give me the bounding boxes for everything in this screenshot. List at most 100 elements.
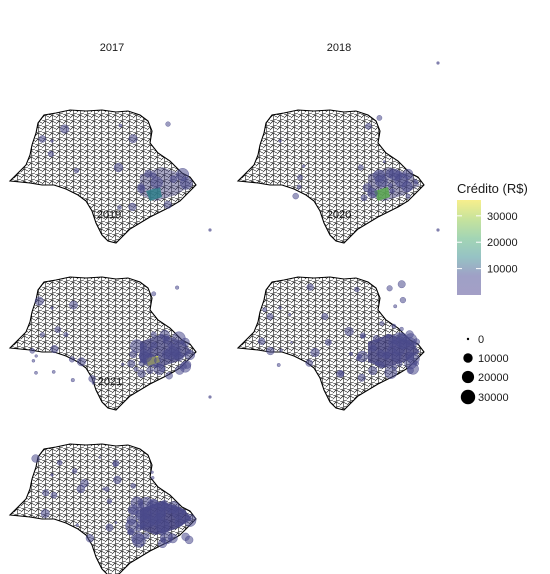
credit-bubble [338,370,345,377]
color-scale-label: 10000 [487,264,518,276]
map-panel-2017: 2017 [9,42,197,244]
credit-bubble [182,360,192,369]
credit-bubble [38,135,47,143]
size-legend-circle [463,353,473,363]
credit-bubble [129,350,138,359]
credit-bubble [180,176,193,190]
credit-bubble [113,475,122,485]
credit-bubble [113,162,124,173]
credit-bubble [436,228,440,232]
map-panel-2020: 2020 [237,209,440,411]
size-legend-label: 0 [478,334,484,346]
credit-bubble [402,168,414,180]
credit-bubble [155,510,166,521]
credit-bubble [39,332,45,338]
credit-bubble [208,395,212,399]
state-outline [237,61,440,244]
credit-bubble [29,348,36,354]
credit-bubble [393,304,398,309]
credit-bubble [69,300,78,310]
credit-bubble [397,361,403,367]
credit-bubble [34,296,44,306]
credit-bubble [377,361,385,369]
credit-bubble [174,517,185,527]
credit-bubble [266,313,274,320]
credit-bubble [144,169,153,178]
credit-bubble [138,502,144,509]
credit-bubble [262,307,268,313]
size-legend-circle [460,389,476,405]
high-credit-area [146,187,162,201]
credit-bubble [150,331,157,338]
state-outline [237,228,440,411]
credit-bubble [63,332,69,338]
color-scale-label: 30000 [487,211,518,223]
credit-bubble [344,326,354,337]
credit-bubble [139,350,150,361]
credit-bubble [405,193,411,199]
credit-bubble [357,373,366,382]
map-panel-2018: 2018 [237,42,440,244]
credit-bubble [174,365,185,375]
credit-bubble [68,356,76,363]
credit-bubble [169,175,178,183]
credit-bubble [373,169,386,182]
credit-bubble [360,194,368,202]
credit-bubble [397,280,406,289]
credit-bubble [365,122,372,130]
credit-bubble [127,359,136,368]
credit-bubble [40,509,50,518]
credit-bubble [56,459,63,466]
credit-bubble [150,470,154,474]
credit-bubble [310,347,320,358]
credit-bubble [154,357,161,364]
map-panel-2021: 2021 [9,376,212,574]
credit-bubble [42,489,50,497]
credit-bubble [436,61,440,65]
credit-bubble [296,184,302,190]
size-legend-label: 10000 [478,353,509,365]
credit-bubble [159,531,174,545]
credit-bubble [369,344,377,352]
credit-bubble [139,343,148,351]
credit-bubble [382,351,391,360]
credit-bubble [104,486,110,492]
credit-bubble [76,484,85,494]
panel-title: 2021 [98,376,122,388]
credit-bubble [389,188,395,194]
credit-bubble [385,333,391,339]
credit-bubble [278,139,282,143]
credit-bubble [47,150,54,157]
credit-bubble [143,515,155,528]
credit-bubble [73,167,80,174]
credit-bubble [184,349,196,361]
credit-bubble [180,337,190,347]
credit-bubble [112,459,120,467]
credit-bubble [356,350,369,363]
credit-bubble [297,174,303,181]
credit-bubble [127,529,134,536]
credit-bubble [121,362,125,366]
credit-bubble [278,306,282,310]
credit-bubble [130,483,136,489]
credit-bubble [413,179,419,185]
state-outline [9,109,197,244]
credit-bubble [414,361,420,366]
size-legend-circle [466,337,470,341]
credit-bubble [357,164,364,171]
state-outline [9,228,212,411]
panel-title: 2018 [327,42,351,54]
size-legend-label: 20000 [478,372,509,384]
credit-bubble [50,139,54,143]
credit-bubble [161,349,172,360]
credit-bubble [183,513,197,527]
credit-bubble [354,286,360,293]
color-scale-bar [457,200,481,295]
credit-bubble [372,335,381,343]
credit-bubble [290,341,293,344]
credit-bubble [208,228,212,232]
credit-bubble [150,341,158,349]
credit-bubble [181,532,190,541]
credit-bubble [118,123,123,128]
credit-bubble [70,378,75,383]
